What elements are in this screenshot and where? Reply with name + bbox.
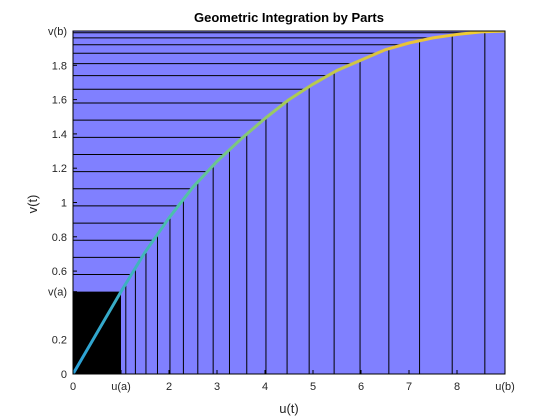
y-tick-label: 1.4	[52, 129, 67, 141]
x-axis-label: u(t)	[279, 401, 299, 416]
y-tick-label: v(a)	[48, 287, 67, 299]
x-tick-label: 6	[358, 381, 364, 393]
y-tick-label: 1.2	[52, 163, 67, 175]
x-tick-label: 4	[262, 381, 268, 393]
chart-title: Geometric Integration by Parts	[194, 10, 384, 25]
x-tick-label: 2	[166, 381, 172, 393]
y-tick-label: 1.6	[52, 95, 67, 107]
y-tick-label: 0.2	[52, 335, 67, 347]
y-tick-label: 1.8	[52, 60, 67, 72]
x-tick-label: 0	[70, 381, 76, 393]
plot-area	[73, 31, 505, 374]
curve-line	[73, 31, 505, 374]
y-axis-label: v(t)	[25, 195, 40, 214]
area-under-curve	[121, 31, 505, 374]
y-tick-label: v(b)	[48, 26, 67, 38]
y-tick-label: 0.6	[52, 266, 67, 278]
x-tick-label: 5	[310, 381, 316, 393]
y-tick-label: 0.8	[52, 232, 67, 244]
x-tick-label: 3	[214, 381, 220, 393]
y-tick-label: 1	[61, 198, 67, 210]
x-tick-label: 8	[454, 381, 460, 393]
area-left-of-curve	[73, 31, 505, 292]
y-tick-label: 0	[61, 369, 67, 381]
axis-ticks: 0 u(a) 2 3 4 5 6 7 8 u(b) 0 0.2 v(a) 0.6 0.8 1 1.2 1.4 1.6…	[48, 26, 515, 393]
x-tick-label: u(a)	[111, 381, 131, 393]
x-tick-label: u(b)	[495, 381, 515, 393]
x-tick-label: 7	[406, 381, 412, 393]
